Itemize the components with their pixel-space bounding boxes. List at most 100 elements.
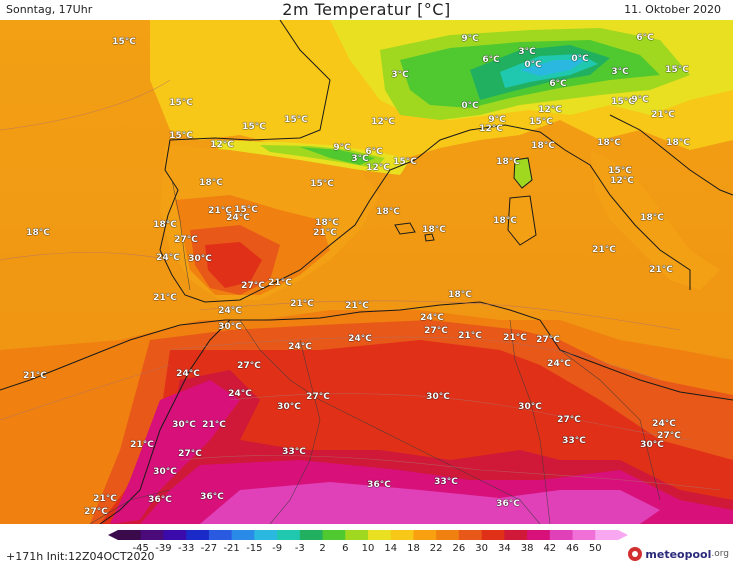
temperature-label: 18°C xyxy=(640,213,664,223)
temperature-label: 15°C xyxy=(608,166,632,176)
temperature-colorbar xyxy=(108,530,628,540)
temperature-label: 27°C xyxy=(657,431,681,441)
temperature-label: 27°C xyxy=(237,361,261,371)
temperature-label: 24°C xyxy=(226,213,250,223)
colorbar-segment xyxy=(118,530,142,540)
temperature-label: 33°C xyxy=(434,477,458,487)
colorbar-tick-label: 6 xyxy=(342,543,349,554)
colorbar-tick-label: -3 xyxy=(294,543,305,554)
temperature-label: 24°C xyxy=(348,334,372,344)
colorbar-segment xyxy=(163,530,187,540)
colorbar-segment xyxy=(368,530,392,540)
temperature-label: 24°C xyxy=(288,342,312,352)
colorbar-segment xyxy=(322,530,346,540)
colorbar-tick-label: 26 xyxy=(452,543,466,554)
temperature-label: 24°C xyxy=(176,369,200,379)
colorbar-segment xyxy=(140,530,164,540)
temperature-label: 3°C xyxy=(391,70,409,80)
forecast-time-label: Sonntag, 17Uhr xyxy=(6,3,93,16)
colorbar-segment xyxy=(390,530,414,540)
temperature-label: 18°C xyxy=(422,225,446,235)
colorbar-tick-label: 30 xyxy=(475,543,488,554)
temperature-label: 15°C xyxy=(112,37,136,47)
temperature-label: 24°C xyxy=(547,359,571,369)
temperature-label: 15°C xyxy=(242,122,266,132)
temperature-map[interactable]: 15°C 9°C 3°C 6°C 6°C 0°C 0°C 3°C 3°C 15°C 6°C 15°C 1… xyxy=(0,20,733,524)
map-footer: -45 -39 -33 -27 -21 -15 -9 -3 2 6 10 14 18 22 26 30 34 38… xyxy=(0,524,733,566)
logo-ext: .org xyxy=(711,549,729,559)
map-title: 2m Temperatur [°C] xyxy=(282,0,451,19)
temperature-label: 18°C xyxy=(153,220,177,230)
temperature-label: 30°C xyxy=(640,440,664,450)
temperature-label: 36°C xyxy=(200,492,224,502)
colorbar-tick-label: -9 xyxy=(272,543,283,554)
temperature-label: 21°C xyxy=(649,265,673,275)
colorbar-tick-label: 46 xyxy=(566,543,579,554)
temperature-label: 6°C xyxy=(365,147,383,157)
temperature-label: 30°C xyxy=(277,402,301,412)
colorbar-segment xyxy=(595,530,619,540)
temperature-label: 6°C xyxy=(549,79,567,89)
temperature-label: 21°C xyxy=(592,245,616,255)
temperature-label: 12°C xyxy=(610,176,634,186)
colorbar-tick-label: 50 xyxy=(588,543,602,554)
temperature-label: 21°C xyxy=(208,206,232,216)
colorbar-segment xyxy=(208,530,233,540)
map-header: Sonntag, 17Uhr 2m Temperatur [°C] 11. Ok… xyxy=(0,0,733,20)
colorbar-segment xyxy=(504,530,528,540)
temperature-label: 21°C xyxy=(503,333,527,343)
colorbar-tick-label: -21 xyxy=(223,543,240,554)
temperature-label: 30°C xyxy=(426,392,450,402)
temperature-label: 18°C xyxy=(531,141,555,151)
colorbar-arrow-right xyxy=(618,530,628,540)
colorbar-tick-label: -27 xyxy=(200,543,218,554)
temperature-label: 9°C xyxy=(631,95,649,105)
colorbar-segment xyxy=(186,530,210,540)
temperature-label: 33°C xyxy=(562,436,586,446)
colorbar-segment xyxy=(231,530,255,540)
temperature-label: 27°C xyxy=(84,507,108,517)
colorbar-segment xyxy=(413,530,437,540)
colorbar-tick-label: 34 xyxy=(497,543,511,554)
colorbar-segment xyxy=(436,530,460,540)
temperature-label: 15°C xyxy=(665,65,689,75)
temperature-label: 30°C xyxy=(153,467,177,477)
temperature-label: 24°C xyxy=(218,306,242,316)
colorbar-tick-label: -33 xyxy=(178,543,195,554)
colorbar-tick-label: -45 xyxy=(132,543,149,554)
temperature-label: 18°C xyxy=(315,218,339,228)
colorbar-segment xyxy=(481,530,505,540)
colorbar-segment xyxy=(299,530,324,540)
temperature-label: 18°C xyxy=(597,138,621,148)
temperature-label: 27°C xyxy=(536,335,560,345)
temperature-label: 21°C xyxy=(345,301,369,311)
colorbar-segment xyxy=(345,530,369,540)
temperature-label: 21°C xyxy=(202,420,226,430)
temperature-label: 0°C xyxy=(461,101,479,111)
temperature-label: 30°C xyxy=(188,254,212,264)
temperature-label: 12°C xyxy=(366,163,390,173)
temperature-label: 9°C xyxy=(333,143,351,153)
temperature-label: 0°C xyxy=(571,54,589,64)
colorbar-tick-label: -15 xyxy=(246,543,263,554)
temperature-label: 3°C xyxy=(518,47,536,57)
temperature-label: 33°C xyxy=(282,447,306,457)
temperature-label: 21°C xyxy=(290,299,314,309)
colorbar-segment xyxy=(277,530,301,540)
temperature-label: 9°C xyxy=(461,34,479,44)
temperature-label: 18°C xyxy=(376,207,400,217)
colorbar-tick-label: 38 xyxy=(520,543,534,554)
meteopool-logo[interactable]: meteopool .org xyxy=(628,546,729,562)
temperature-label: 30°C xyxy=(218,322,242,332)
temperature-label: 24°C xyxy=(420,313,444,323)
temperature-label: 15°C xyxy=(284,115,308,125)
temperature-label: 18°C xyxy=(666,138,690,148)
temperature-label: 24°C xyxy=(652,419,676,429)
temperature-label: 27°C xyxy=(424,326,448,336)
temperature-field xyxy=(0,20,733,524)
temperature-label: 12°C xyxy=(538,105,562,115)
colorbar-arrow-left xyxy=(108,530,118,540)
temperature-label: 15°C xyxy=(169,98,193,108)
temperature-label: 27°C xyxy=(241,281,265,291)
temperature-label: 12°C xyxy=(210,140,234,150)
